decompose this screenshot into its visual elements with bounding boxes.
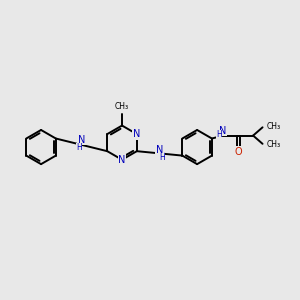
Text: N: N bbox=[156, 145, 163, 154]
Text: N: N bbox=[78, 134, 85, 145]
Text: N: N bbox=[219, 126, 227, 136]
Text: H: H bbox=[216, 130, 222, 139]
Text: CH₃: CH₃ bbox=[267, 122, 281, 130]
Text: H: H bbox=[76, 143, 82, 152]
Text: H: H bbox=[159, 153, 165, 162]
Text: CH₃: CH₃ bbox=[267, 140, 281, 149]
Text: N: N bbox=[133, 129, 140, 139]
Text: CH₃: CH₃ bbox=[115, 101, 129, 110]
Text: N: N bbox=[118, 155, 126, 165]
Text: O: O bbox=[235, 147, 242, 157]
